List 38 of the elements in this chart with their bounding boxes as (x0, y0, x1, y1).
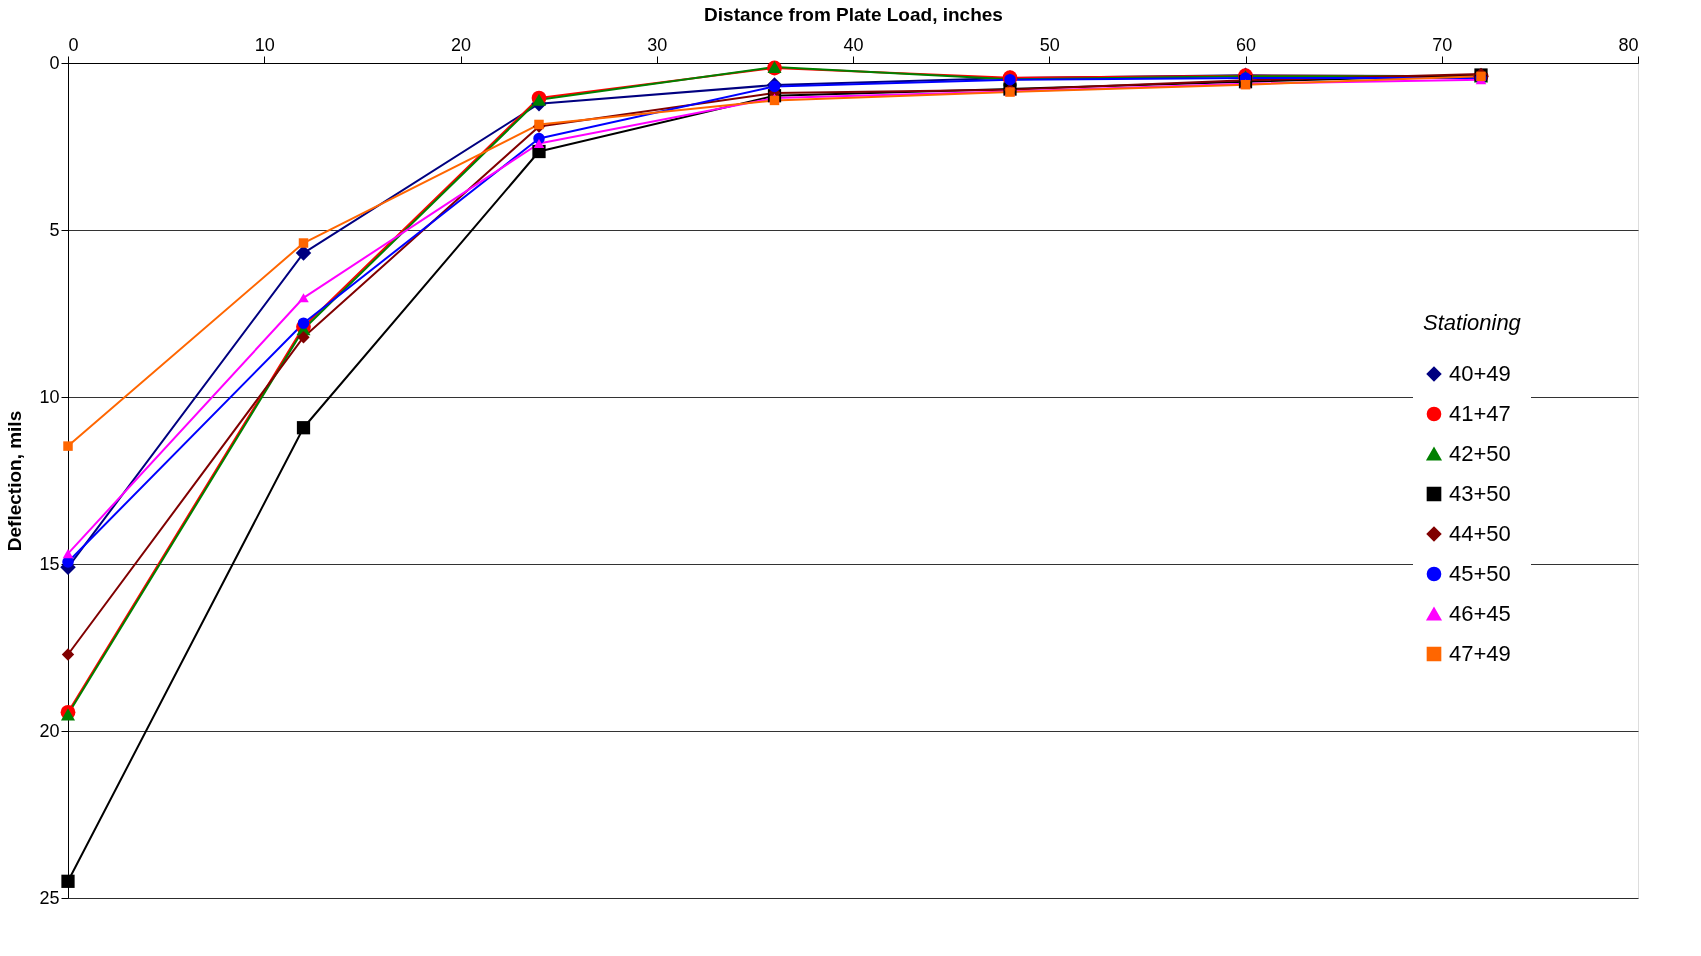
legend-label: 46+45 (1449, 601, 1511, 626)
y-tick-label: 25 (39, 887, 60, 908)
y-tick-label: 15 (39, 553, 60, 574)
point (297, 331, 310, 344)
x-tick-label: 60 (1235, 34, 1257, 55)
x-tick-label: 50 (1039, 34, 1060, 55)
point (60, 708, 76, 721)
legend-label: 42+50 (1449, 441, 1511, 466)
point (297, 317, 310, 329)
y-tick-label: 5 (49, 219, 60, 240)
x-tick-label: 0 (68, 34, 79, 55)
x-tick-label: 30 (647, 34, 668, 55)
point (63, 441, 73, 451)
point (298, 238, 309, 248)
y-axis-title: Deflection, mils (4, 410, 26, 552)
y-tick-label: 20 (39, 720, 60, 741)
point (296, 421, 311, 435)
x-tick-label: 80 (1618, 34, 1639, 55)
x-tick-label: 10 (254, 34, 275, 55)
legend-title: Stationing (1423, 310, 1522, 335)
legend-label: 44+50 (1449, 521, 1511, 546)
point (533, 138, 545, 149)
point (61, 874, 75, 888)
point (62, 549, 74, 559)
point (295, 245, 312, 261)
y-tick-label: 0 (49, 52, 60, 73)
x-tick-label: 40 (843, 34, 864, 55)
x-tick-label: 70 (1432, 34, 1453, 55)
legend-label: 45+50 (1449, 561, 1511, 586)
x-tick-label: 20 (450, 34, 472, 55)
legend-label: 47+49 (1449, 641, 1511, 666)
y-tick-label: 10 (39, 386, 60, 407)
point (61, 648, 75, 661)
point (298, 293, 309, 303)
legend-label: 43+50 (1449, 481, 1511, 506)
x-axis-title: Distance from Plate Load, inches (704, 3, 1003, 25)
legend-label: 40+49 (1449, 361, 1511, 386)
legend-label: 41+47 (1449, 401, 1511, 426)
